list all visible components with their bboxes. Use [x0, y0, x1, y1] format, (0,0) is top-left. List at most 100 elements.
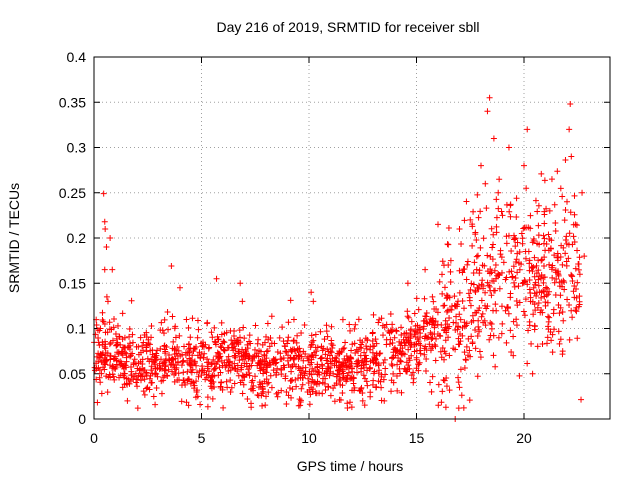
data-point — [473, 266, 480, 273]
data-point — [471, 259, 478, 266]
data-point — [103, 244, 110, 251]
data-point — [455, 374, 462, 381]
data-point — [200, 339, 207, 346]
data-point — [259, 390, 266, 397]
data-point — [543, 205, 550, 212]
data-point — [430, 298, 437, 305]
data-point — [473, 253, 480, 260]
data-point — [248, 362, 255, 369]
data-point — [245, 366, 252, 373]
data-point — [542, 302, 549, 309]
data-point — [339, 390, 346, 397]
data-point — [434, 309, 441, 316]
data-point — [152, 401, 159, 408]
data-point — [508, 248, 515, 255]
data-point — [443, 329, 450, 336]
data-point — [146, 358, 153, 365]
data-point — [380, 332, 387, 339]
data-point — [473, 236, 480, 243]
data-point — [388, 361, 395, 368]
data-point — [522, 296, 529, 303]
data-point — [298, 369, 305, 376]
data-point — [474, 252, 481, 259]
data-point — [304, 355, 311, 362]
data-point — [138, 373, 145, 380]
data-point — [146, 386, 153, 393]
data-point — [511, 283, 518, 290]
data-point — [241, 360, 248, 367]
data-point — [292, 363, 299, 370]
data-point — [323, 328, 330, 335]
data-point — [172, 323, 179, 330]
data-point — [194, 317, 201, 324]
data-point — [429, 373, 436, 380]
data-point — [150, 393, 157, 400]
data-point — [422, 368, 429, 375]
chart-title: Day 216 of 2019, SRMTID for receiver sbl… — [217, 19, 480, 35]
data-point — [272, 360, 279, 367]
data-point — [204, 359, 211, 366]
data-point — [566, 336, 573, 343]
data-point — [328, 323, 335, 330]
data-point — [104, 329, 111, 336]
data-point — [442, 404, 449, 411]
data-point — [325, 363, 332, 370]
data-point — [131, 356, 138, 363]
data-point — [212, 341, 219, 348]
data-point — [499, 212, 506, 219]
data-point — [324, 346, 331, 353]
data-point — [324, 333, 331, 340]
data-point — [319, 390, 326, 397]
data-point — [415, 306, 422, 313]
data-point — [190, 347, 197, 354]
data-point — [313, 390, 320, 397]
data-point — [264, 360, 271, 367]
data-point — [370, 356, 377, 363]
data-point — [435, 221, 441, 228]
data-point — [187, 334, 194, 341]
data-point — [169, 368, 176, 375]
data-point — [103, 373, 110, 380]
data-point — [569, 314, 576, 321]
data-point — [263, 369, 270, 376]
data-point — [535, 299, 542, 306]
plot-frame — [93, 56, 611, 420]
data-point — [512, 258, 519, 265]
data-point — [560, 317, 567, 324]
data-point — [478, 162, 484, 169]
data-point — [282, 343, 289, 350]
data-point — [187, 345, 194, 352]
data-point — [543, 241, 550, 247]
data-point — [164, 309, 171, 316]
data-point — [391, 334, 398, 341]
data-point — [203, 374, 210, 381]
data-point — [331, 398, 338, 405]
data-point — [265, 379, 272, 386]
data-point — [459, 269, 466, 276]
data-point — [575, 261, 582, 268]
data-point — [391, 344, 398, 351]
data-point — [498, 208, 505, 215]
data-point — [520, 308, 527, 315]
data-point — [533, 289, 540, 296]
data-point — [385, 327, 392, 334]
data-point — [487, 319, 494, 326]
data-point — [95, 358, 102, 365]
data-point — [213, 353, 220, 360]
data-point — [436, 278, 443, 285]
data-point — [197, 401, 204, 408]
data-point — [389, 355, 396, 362]
data-point — [184, 359, 191, 366]
data-point — [524, 126, 531, 133]
data-point — [209, 334, 216, 341]
data-point — [96, 374, 103, 381]
data-point — [543, 340, 550, 347]
data-point — [244, 395, 251, 402]
data-point — [566, 126, 573, 133]
x-tick-label: 20 — [516, 430, 532, 446]
data-point — [343, 375, 350, 382]
data-point — [392, 352, 399, 359]
data-point — [438, 322, 445, 329]
data-point — [534, 208, 541, 215]
